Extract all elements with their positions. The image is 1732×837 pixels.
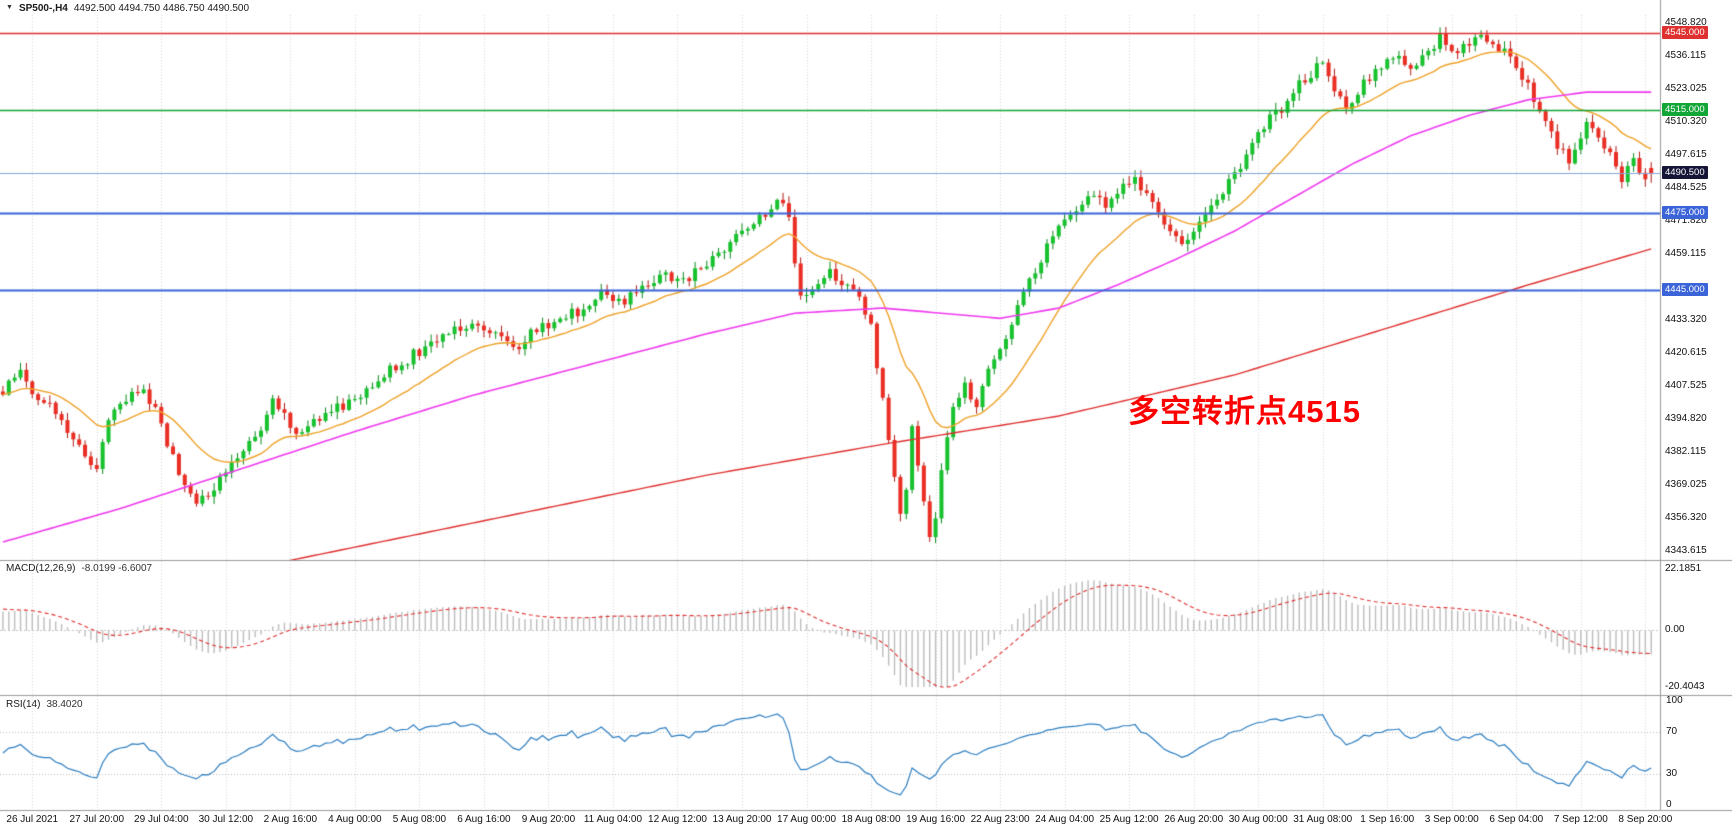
chart-annotation: 多空转折点4515 xyxy=(1128,394,1361,429)
rsi-value: 38.4020 xyxy=(46,699,83,710)
macd-indicator-label: MACD(12,26,9) -8.0199 -6.6007 xyxy=(6,563,152,574)
rsi-indicator-label: RSI(14) 38.4020 xyxy=(6,699,83,710)
collapse-arrow-icon[interactable]: ▼ xyxy=(6,4,13,11)
macd-title: MACD(12,26,9) xyxy=(6,563,76,574)
rsi-title: RSI(14) xyxy=(6,699,41,710)
symbol-timeframe-label: SP500-,H4 xyxy=(18,2,68,14)
ohlc-values: 4492.500 4494.750 4486.750 4490.500 xyxy=(73,2,250,14)
macd-values: -8.0199 -6.6007 xyxy=(81,563,153,574)
chart-title-bar: ▼ SP500-,H4 4492.500 4494.750 4486.750 4… xyxy=(6,2,249,14)
